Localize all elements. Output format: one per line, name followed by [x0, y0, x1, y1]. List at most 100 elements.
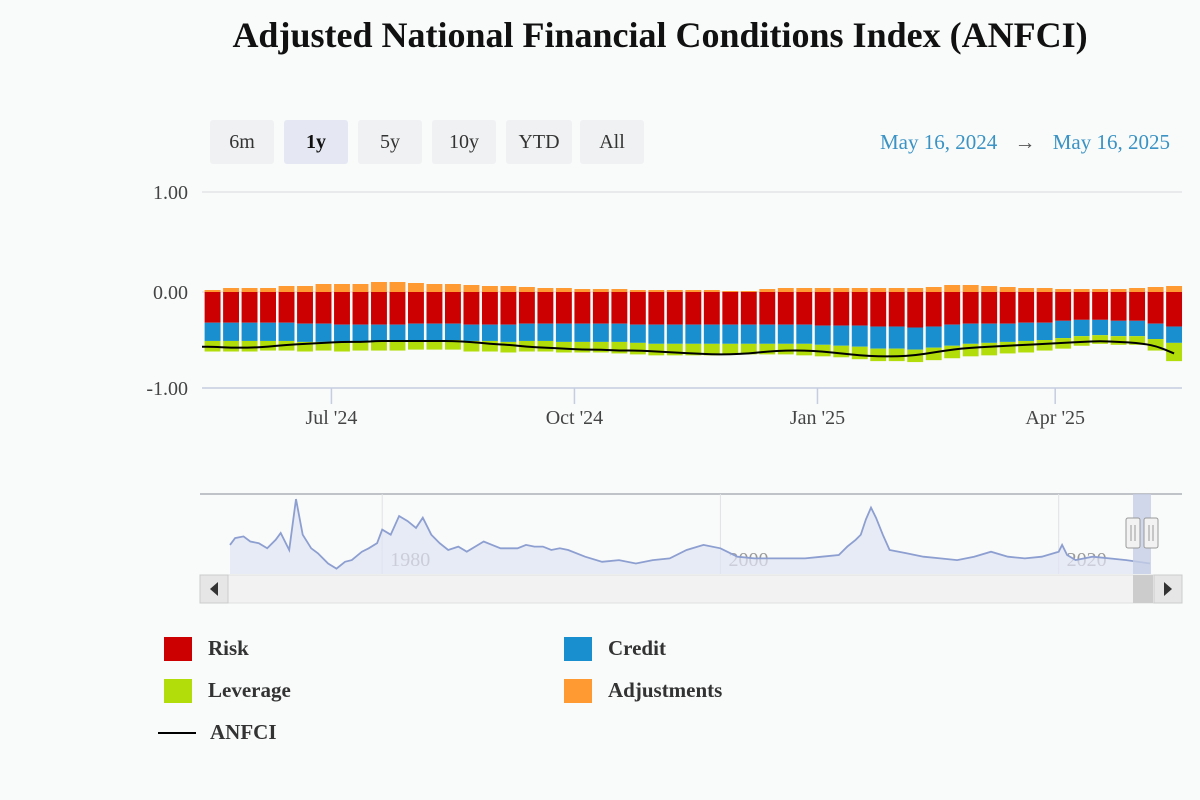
- legend-item-adjustments[interactable]: Adjustments: [564, 678, 722, 703]
- adjustments-bar: [1018, 288, 1035, 292]
- risk-bar: [537, 292, 554, 324]
- risk-bar: [481, 292, 498, 325]
- leverage-bar: [315, 341, 332, 351]
- credit-bar: [297, 323, 313, 342]
- range-button-5y[interactable]: 5y: [358, 120, 422, 164]
- range-button-6m[interactable]: 6m: [210, 120, 274, 164]
- handle-body[interactable]: [1125, 517, 1141, 549]
- leverage-bar: [241, 340, 258, 352]
- adjustments-bar: [1073, 289, 1090, 292]
- risk-bar: [1147, 292, 1164, 324]
- triangle-right-icon: [1164, 582, 1172, 596]
- legend-item-credit[interactable]: Credit: [564, 636, 666, 661]
- risk-bar: [851, 292, 868, 326]
- y-tick-label: 0.00: [153, 282, 188, 304]
- range-button-10y[interactable]: 10y: [432, 120, 496, 164]
- x-tick-label: Jul '24: [305, 407, 357, 429]
- leverage-bar: [574, 341, 591, 353]
- leverage-bar: [408, 340, 424, 350]
- leverage-bar: [962, 343, 979, 357]
- credit-bar: [426, 323, 443, 340]
- legend-item-anfci[interactable]: ANFCI: [158, 720, 277, 745]
- legend-item-leverage[interactable]: Leverage: [164, 678, 291, 703]
- risk-bar: [426, 292, 443, 324]
- credit-bar: [555, 323, 572, 342]
- adjustments-bar: [944, 285, 961, 292]
- risk-bar: [444, 292, 461, 324]
- adjustments-bar: [666, 290, 683, 292]
- date-from[interactable]: May 16, 2024: [880, 130, 998, 154]
- credit-bar: [833, 325, 850, 346]
- adjustments-bar: [389, 282, 406, 292]
- date-to[interactable]: May 16, 2025: [1052, 130, 1170, 154]
- credit-bar: [481, 324, 498, 341]
- leverage-bar: [925, 347, 942, 361]
- credit-bar: [408, 323, 424, 340]
- risk-bar: [1073, 292, 1090, 320]
- legend-label: ANFCI: [210, 720, 277, 744]
- scroll-left-button[interactable]: [199, 574, 229, 604]
- adjustments-bar: [962, 285, 979, 292]
- scrollbar-track[interactable]: [199, 574, 1183, 604]
- leverage-bar: [352, 341, 369, 351]
- credit-bar: [888, 326, 905, 349]
- risk-bar: [204, 292, 221, 323]
- legend-color-swatch: [164, 678, 192, 703]
- risk-bar: [518, 292, 535, 324]
- leverage-bar: [814, 344, 831, 357]
- leverage-bar: [759, 343, 776, 355]
- leverage-bar: [537, 340, 554, 352]
- risk-bar: [1018, 292, 1035, 323]
- leverage-bar: [371, 340, 387, 351]
- navigator-selection[interactable]: [1133, 494, 1151, 574]
- range-button-ytd[interactable]: YTD: [506, 120, 572, 164]
- credit-bar: [371, 324, 387, 341]
- risk-bar: [1036, 292, 1053, 323]
- leverage-bar: [1110, 336, 1127, 345]
- credit-bar: [463, 324, 480, 341]
- legend-item-risk[interactable]: Risk: [164, 636, 249, 661]
- range-button-all[interactable]: All: [580, 120, 644, 164]
- handle-body[interactable]: [1143, 517, 1159, 549]
- risk-bar: [278, 292, 295, 323]
- leverage-bar: [944, 345, 961, 359]
- grip-handle-icon[interactable]: [1125, 517, 1141, 549]
- scrollbar-thumb[interactable]: [1133, 575, 1153, 603]
- x-tick-label: Jan '25: [790, 407, 845, 429]
- adjustments-bar: [297, 286, 313, 292]
- leverage-bar: [444, 340, 461, 350]
- credit-bar: [685, 324, 702, 344]
- adjustments-bar: [444, 284, 461, 292]
- adjustments-bar: [611, 289, 628, 292]
- credit-bar: [1147, 323, 1164, 340]
- adjustments-bar: [870, 288, 887, 292]
- adjustments-bar: [260, 288, 276, 292]
- adjustments-bar: [833, 288, 850, 292]
- range-button-1y[interactable]: 1y: [284, 120, 348, 164]
- x-tick-label: Apr '25: [1025, 407, 1085, 429]
- credit-bar: [851, 325, 868, 347]
- risk-bar: [315, 292, 332, 324]
- leverage-bar: [999, 341, 1016, 354]
- adjustments-bar: [278, 286, 295, 292]
- leverage-bar: [851, 346, 868, 360]
- credit-bar: [500, 324, 517, 342]
- risk-bar: [666, 292, 683, 325]
- grip-handle-icon[interactable]: [1143, 517, 1159, 549]
- navigator[interactable]: 198020002020: [0, 490, 1200, 610]
- credit-bar: [703, 324, 720, 344]
- leverage-bar: [870, 348, 887, 362]
- leverage-bar: [334, 342, 350, 352]
- adjustments-bar: [1092, 289, 1109, 292]
- adjustments-bar: [537, 288, 554, 292]
- credit-bar: [204, 322, 221, 341]
- leverage-bar: [740, 343, 757, 355]
- risk-bar: [703, 292, 720, 325]
- credit-bar: [518, 323, 535, 341]
- credit-bar: [611, 323, 628, 342]
- credit-bar: [389, 324, 406, 341]
- credit-bar: [944, 324, 961, 346]
- credit-bar: [352, 324, 369, 342]
- credit-bar: [999, 323, 1016, 342]
- adjustments-bar: [315, 284, 332, 292]
